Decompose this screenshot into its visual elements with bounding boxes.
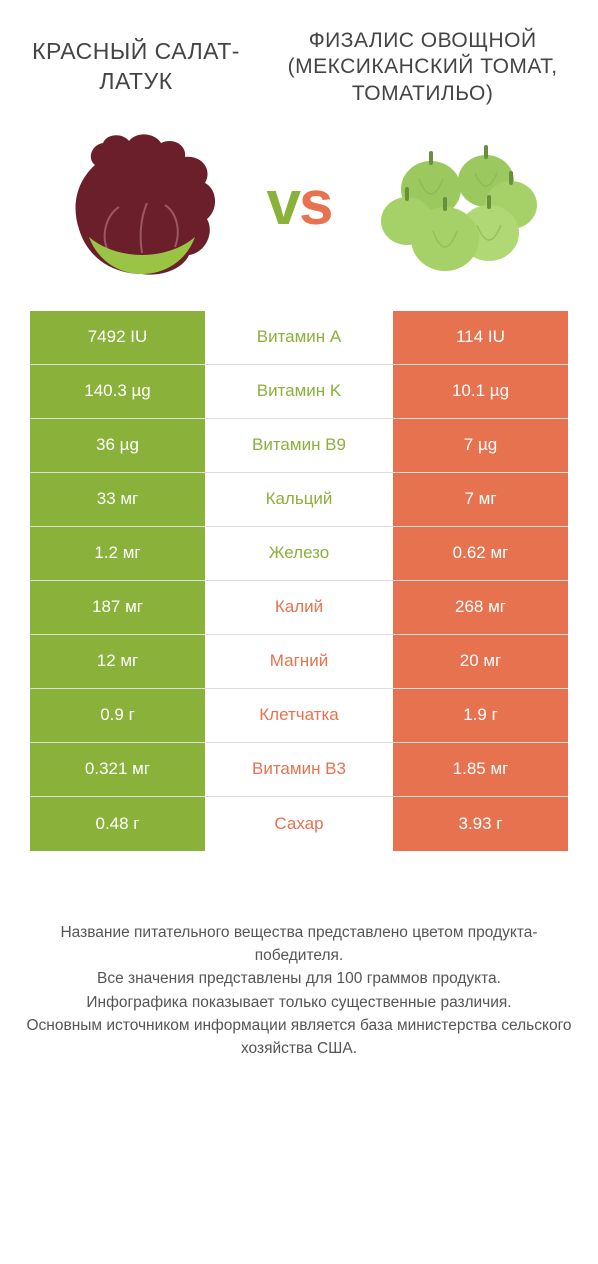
value-left: 7492 IU <box>30 311 205 364</box>
nutrition-row: 33 мгКальций7 мг <box>30 473 568 527</box>
value-right: 1.9 г <box>393 689 568 742</box>
nutrition-row: 0.9 гКлетчатка1.9 г <box>30 689 568 743</box>
footer-line: Название питательного вещества представл… <box>24 921 574 968</box>
value-right: 3.93 г <box>393 797 568 851</box>
comparison-page: Красный салат-латук Физалис овощной (Мек… <box>0 0 598 1264</box>
footer-line: Все значения представлены для 100 граммо… <box>24 967 574 990</box>
nutrient-name: Магний <box>205 635 393 688</box>
value-left: 0.9 г <box>30 689 205 742</box>
footer-notes: Название питательного вещества представл… <box>0 921 598 1061</box>
nutrient-name: Витамин B3 <box>205 743 393 796</box>
value-right: 7 мг <box>393 473 568 526</box>
vs-v: v <box>267 169 299 238</box>
footer-line: Инфографика показывает только существенн… <box>24 991 574 1014</box>
nutrient-name: Витамин B9 <box>205 419 393 472</box>
value-right: 10.1 µg <box>393 365 568 418</box>
nutrition-row: 187 мгКалий268 мг <box>30 581 568 635</box>
nutrient-name: Сахар <box>205 797 393 851</box>
nutrient-name: Кальций <box>205 473 393 526</box>
nutrition-table: 7492 IUВитамин A114 IU140.3 µgВитамин K1… <box>30 311 568 851</box>
product-image-left <box>24 129 261 279</box>
value-left: 0.48 г <box>30 797 205 851</box>
vs-s: s <box>299 169 331 238</box>
value-right: 268 мг <box>393 581 568 634</box>
nutrition-row: 12 мгМагний20 мг <box>30 635 568 689</box>
value-left: 12 мг <box>30 635 205 688</box>
nutrition-row: 0.48 гСахар3.93 г <box>30 797 568 851</box>
value-left: 187 мг <box>30 581 205 634</box>
nutrition-row: 36 µgВитамин B97 µg <box>30 419 568 473</box>
tomatillo-icon <box>371 129 541 279</box>
nutrient-name: Калий <box>205 581 393 634</box>
nutrient-name: Железо <box>205 527 393 580</box>
value-right: 0.62 мг <box>393 527 568 580</box>
vs-label: vs <box>261 168 338 239</box>
value-right: 1.85 мг <box>393 743 568 796</box>
nutrition-row: 140.3 µgВитамин K10.1 µg <box>30 365 568 419</box>
nutrition-row: 7492 IUВитамин A114 IU <box>30 311 568 365</box>
nutrient-name: Витамин A <box>205 311 393 364</box>
images-row: vs <box>0 117 598 299</box>
titles-row: Красный салат-латук Физалис овощной (Мек… <box>0 0 598 117</box>
product-image-right <box>337 129 574 279</box>
value-left: 36 µg <box>30 419 205 472</box>
product-title-left: Красный салат-латук <box>18 37 254 97</box>
value-right: 114 IU <box>393 311 568 364</box>
value-left: 33 мг <box>30 473 205 526</box>
nutrient-name: Витамин K <box>205 365 393 418</box>
product-title-right: Физалис овощной (Мексиканский томат, Том… <box>265 28 580 107</box>
value-left: 0.321 мг <box>30 743 205 796</box>
value-left: 1.2 мг <box>30 527 205 580</box>
value-right: 7 µg <box>393 419 568 472</box>
lettuce-icon <box>57 129 227 279</box>
nutrition-row: 0.321 мгВитамин B31.85 мг <box>30 743 568 797</box>
value-left: 140.3 µg <box>30 365 205 418</box>
nutrient-name: Клетчатка <box>205 689 393 742</box>
value-right: 20 мг <box>393 635 568 688</box>
footer-line: Основным источником информации является … <box>24 1014 574 1061</box>
nutrition-row: 1.2 мгЖелезо0.62 мг <box>30 527 568 581</box>
